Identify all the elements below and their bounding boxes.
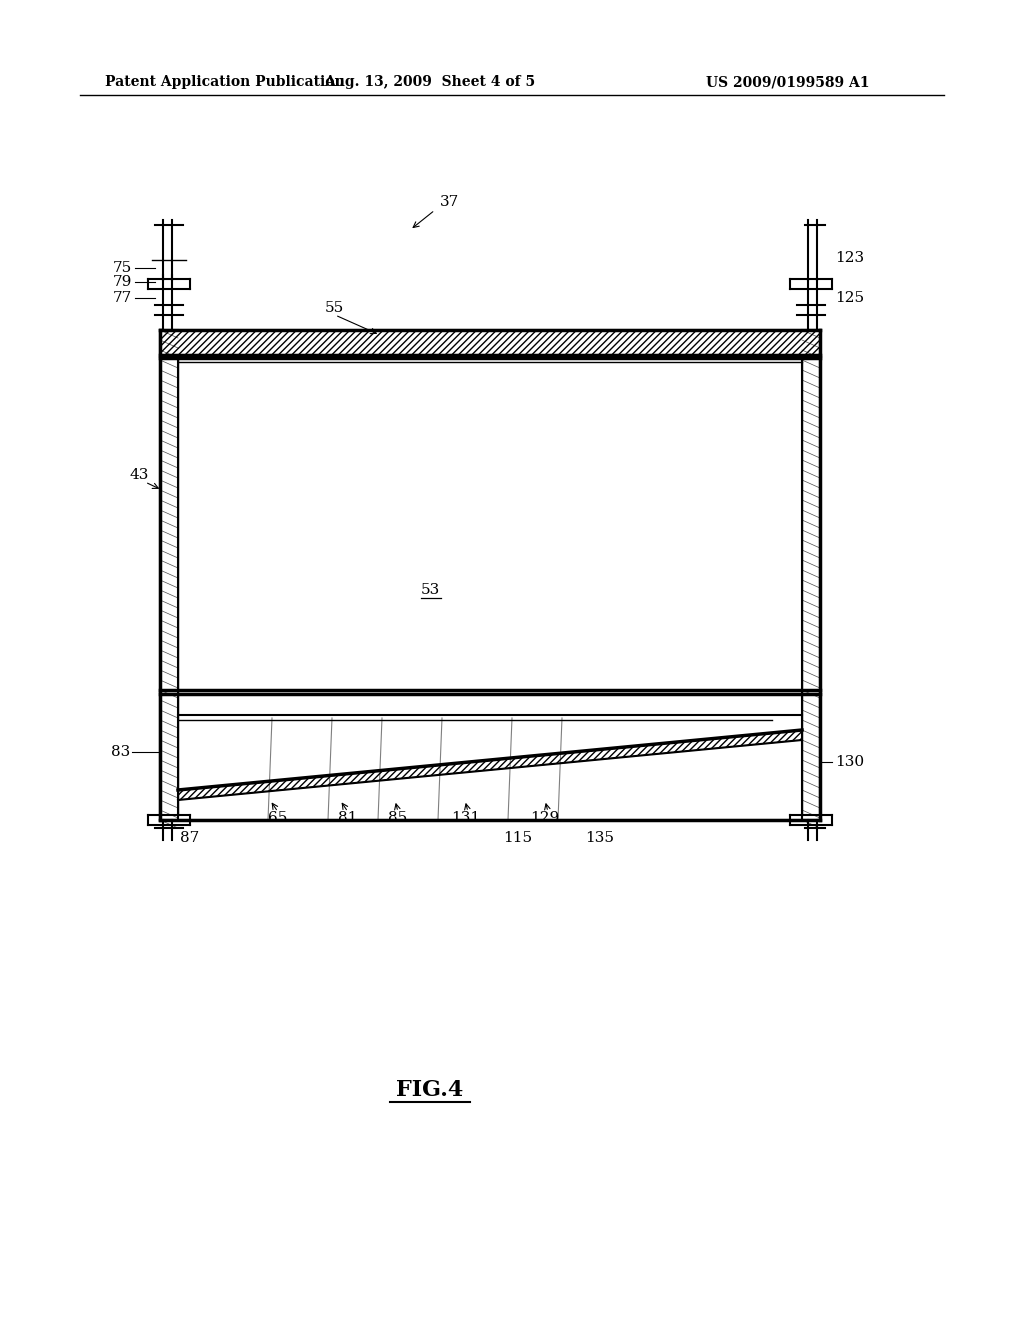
Text: 77: 77 xyxy=(113,290,132,305)
Text: 65: 65 xyxy=(268,810,288,825)
Bar xyxy=(802,330,820,820)
Text: 131: 131 xyxy=(452,810,480,825)
Text: 123: 123 xyxy=(835,251,864,265)
Text: 43: 43 xyxy=(130,469,150,482)
Text: 125: 125 xyxy=(835,290,864,305)
Bar xyxy=(160,330,178,820)
Text: 115: 115 xyxy=(504,832,532,845)
Text: 53: 53 xyxy=(421,583,439,597)
Text: 87: 87 xyxy=(180,832,200,845)
Text: 55: 55 xyxy=(325,301,344,315)
Text: 81: 81 xyxy=(338,810,357,825)
Text: 135: 135 xyxy=(586,832,614,845)
Text: 85: 85 xyxy=(388,810,408,825)
Text: Patent Application Publication: Patent Application Publication xyxy=(105,75,345,88)
Text: Aug. 13, 2009  Sheet 4 of 5: Aug. 13, 2009 Sheet 4 of 5 xyxy=(325,75,536,88)
Text: 129: 129 xyxy=(530,810,560,825)
Text: 130: 130 xyxy=(835,755,864,770)
Text: 37: 37 xyxy=(440,195,459,209)
Text: FIG.4: FIG.4 xyxy=(396,1078,464,1101)
Bar xyxy=(160,330,820,355)
Text: 79: 79 xyxy=(113,275,132,289)
Text: 75: 75 xyxy=(113,261,132,275)
Text: US 2009/0199589 A1: US 2009/0199589 A1 xyxy=(707,75,870,88)
Text: 83: 83 xyxy=(111,744,130,759)
